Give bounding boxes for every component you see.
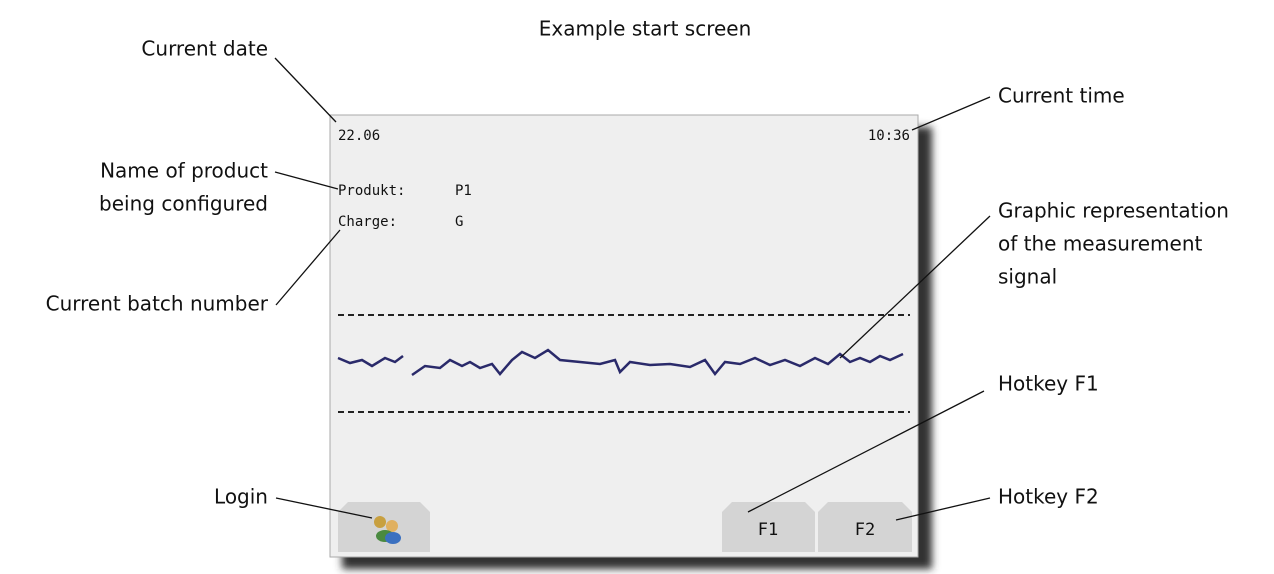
charge-value: G bbox=[455, 214, 463, 230]
leader-line bbox=[839, 215, 991, 359]
charge-label: Charge: bbox=[338, 214, 397, 230]
leader-line bbox=[274, 57, 337, 123]
leader-line bbox=[747, 390, 985, 513]
login-button[interactable] bbox=[338, 502, 430, 552]
annotation: Hotkey F2 bbox=[998, 485, 1099, 509]
annotation: of the measurement bbox=[998, 232, 1203, 256]
annotation: Graphic representation bbox=[998, 199, 1229, 223]
screen bbox=[329, 114, 919, 558]
leader-line bbox=[911, 96, 991, 131]
annotation: Current batch number bbox=[46, 292, 269, 316]
annotation: Login bbox=[214, 485, 268, 509]
f2-button[interactable] bbox=[818, 502, 912, 552]
annotation: Name of product bbox=[100, 159, 268, 183]
signal bbox=[411, 348, 904, 377]
f1-button[interactable] bbox=[722, 502, 815, 552]
annotation: signal bbox=[998, 265, 1057, 289]
product-value: P1 bbox=[455, 183, 472, 199]
leader-line bbox=[895, 497, 991, 521]
annotation: being configured bbox=[99, 192, 268, 216]
f1-label: F1 bbox=[758, 520, 778, 540]
annotation: Hotkey F1 bbox=[998, 372, 1099, 396]
date: 22.06 bbox=[338, 128, 380, 144]
product-label: Produkt: bbox=[338, 183, 405, 199]
login-icon bbox=[374, 516, 386, 528]
annotation: Current date bbox=[141, 37, 268, 61]
login-icon bbox=[386, 520, 398, 532]
time: 10:36 bbox=[868, 128, 910, 144]
f2-label: F2 bbox=[855, 520, 875, 540]
login-icon bbox=[385, 532, 401, 544]
leader-line bbox=[274, 171, 339, 190]
annotation: Current time bbox=[998, 84, 1125, 108]
title: Example start screen bbox=[539, 17, 752, 41]
leader-line bbox=[275, 229, 341, 306]
leader-line bbox=[275, 497, 373, 519]
signal bbox=[337, 355, 404, 368]
